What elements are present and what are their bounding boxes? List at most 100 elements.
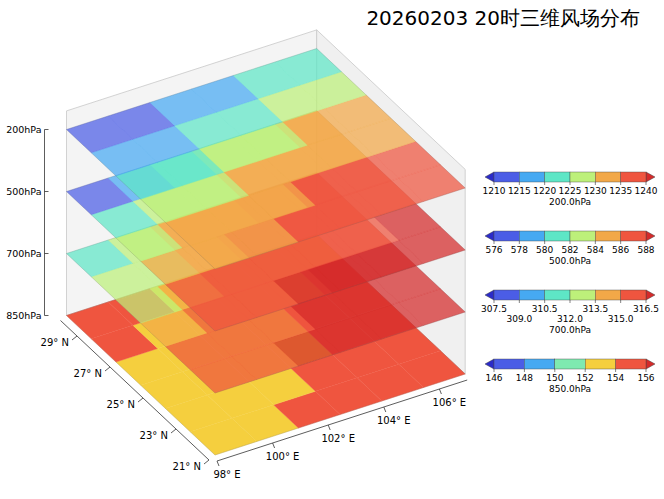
tick: [105, 367, 110, 371]
tick-label: 315.0: [608, 314, 634, 324]
tick: [494, 300, 495, 303]
layer: [67, 111, 466, 332]
tick: [519, 182, 520, 185]
colorbar-segment: [555, 359, 585, 369]
tick: [519, 241, 520, 244]
tick-label: 307.5: [481, 304, 507, 314]
tick-label: 21° N: [173, 461, 201, 472]
tick: [646, 241, 647, 244]
tick-label: 582: [561, 245, 578, 255]
colorbar-extend: [646, 231, 655, 241]
tick-label: 154: [607, 373, 624, 383]
tick: [171, 429, 176, 433]
tick: [494, 182, 495, 185]
tick: [585, 369, 586, 372]
tick: [646, 182, 647, 185]
colorbar-segment: [519, 172, 544, 182]
tick: [519, 300, 520, 303]
colorbar-segment: [570, 231, 595, 241]
z-axis: 850hPa700hPa500hPa200hPa: [6, 124, 48, 321]
tick-label: 106° E: [433, 397, 467, 408]
tick: [439, 389, 441, 394]
colorbar-title: 500.0hPa: [549, 256, 591, 266]
tick-label: 578: [511, 245, 528, 255]
plane-edge: [67, 49, 466, 270]
tick-label: 309.0: [506, 314, 532, 324]
colorbar-extend: [485, 359, 494, 369]
tick-label: 580: [536, 245, 553, 255]
tick: [138, 398, 143, 402]
colorbar-segment: [519, 290, 544, 300]
colorbar-title: 850.0hPa: [549, 384, 591, 394]
tick-label: 588: [637, 245, 654, 255]
colorbar-extend: [646, 172, 655, 182]
tick-label: 98° E: [213, 469, 240, 480]
tick-label: 23° N: [140, 430, 168, 441]
colorbar-segment: [570, 172, 595, 182]
title: 20260203 20时三维风场分布: [366, 6, 640, 30]
tick-label: 29° N: [41, 337, 69, 348]
tick-label: 146: [485, 373, 502, 383]
tick: [45, 253, 49, 254]
tick-label: 700hPa: [6, 248, 41, 259]
colorbar-extend: [485, 290, 494, 300]
tick: [544, 300, 545, 303]
colorbar-extend: [646, 359, 655, 369]
colorbar-segment: [545, 231, 570, 241]
chart: 20260203 20时三维风场分布850hPa700hPa500hPa200h…: [0, 0, 664, 499]
tick-label: 576: [485, 245, 502, 255]
colorbar-extend: [485, 231, 494, 241]
colorbar: 1210121512201225123012351240200.0hPa: [483, 172, 658, 207]
plane-edge: [67, 235, 466, 456]
colorbar-extend: [485, 172, 494, 182]
layer: [67, 235, 466, 456]
layer: [67, 49, 466, 270]
tick-label: 150: [546, 373, 563, 383]
tick: [620, 300, 621, 303]
tick: [494, 241, 495, 244]
tick-label: 313.5: [582, 304, 608, 314]
tick: [570, 241, 571, 244]
axis-line: [44, 130, 45, 316]
colorbar: 576578580582584586588500.0hPa: [485, 231, 655, 266]
plane-edge: [67, 173, 466, 394]
colorbar-segment: [595, 290, 620, 300]
colorbar-segment: [621, 290, 646, 300]
tick: [328, 425, 330, 430]
colorbar-title: 700.0hPa: [549, 325, 591, 335]
tick: [615, 369, 616, 372]
colorbar-segment: [595, 172, 620, 182]
x-axis: 98° E100° E102° E104° E106° E: [213, 380, 467, 480]
colorbar-segment: [545, 290, 570, 300]
tick: [646, 369, 647, 372]
tick: [554, 369, 555, 372]
tick: [72, 336, 77, 340]
colorbar-segment: [585, 359, 615, 369]
tick-label: 586: [612, 245, 629, 255]
tick-label: 1225: [559, 186, 582, 196]
tick: [646, 300, 647, 303]
colorbar-segment: [570, 290, 595, 300]
pane: [67, 30, 317, 316]
tick: [45, 129, 49, 130]
colorbar-segment: [545, 172, 570, 182]
colorbar-segment: [494, 290, 519, 300]
tick: [204, 460, 209, 464]
tick: [570, 300, 571, 303]
tick-label: 850hPa: [6, 310, 41, 321]
y-axis: 21° N23° N25° N27° N29° N: [41, 321, 209, 473]
axis-line: [61, 321, 210, 461]
colorbar-segment: [524, 359, 554, 369]
tick-label: 27° N: [74, 368, 102, 379]
tick-label: 152: [577, 373, 594, 383]
plane-edge: [67, 111, 466, 332]
tick-label: 310.5: [532, 304, 558, 314]
tick-label: 1230: [584, 186, 607, 196]
axis-line: [217, 380, 467, 461]
tick-label: 312.0: [557, 314, 583, 324]
tick: [45, 315, 49, 316]
colorbar-segment: [494, 359, 524, 369]
tick-label: 148: [516, 373, 533, 383]
tick-label: 1235: [609, 186, 632, 196]
colorbar: 307.5309.0310.5312.0313.5315.0316.5700.0…: [481, 290, 659, 335]
